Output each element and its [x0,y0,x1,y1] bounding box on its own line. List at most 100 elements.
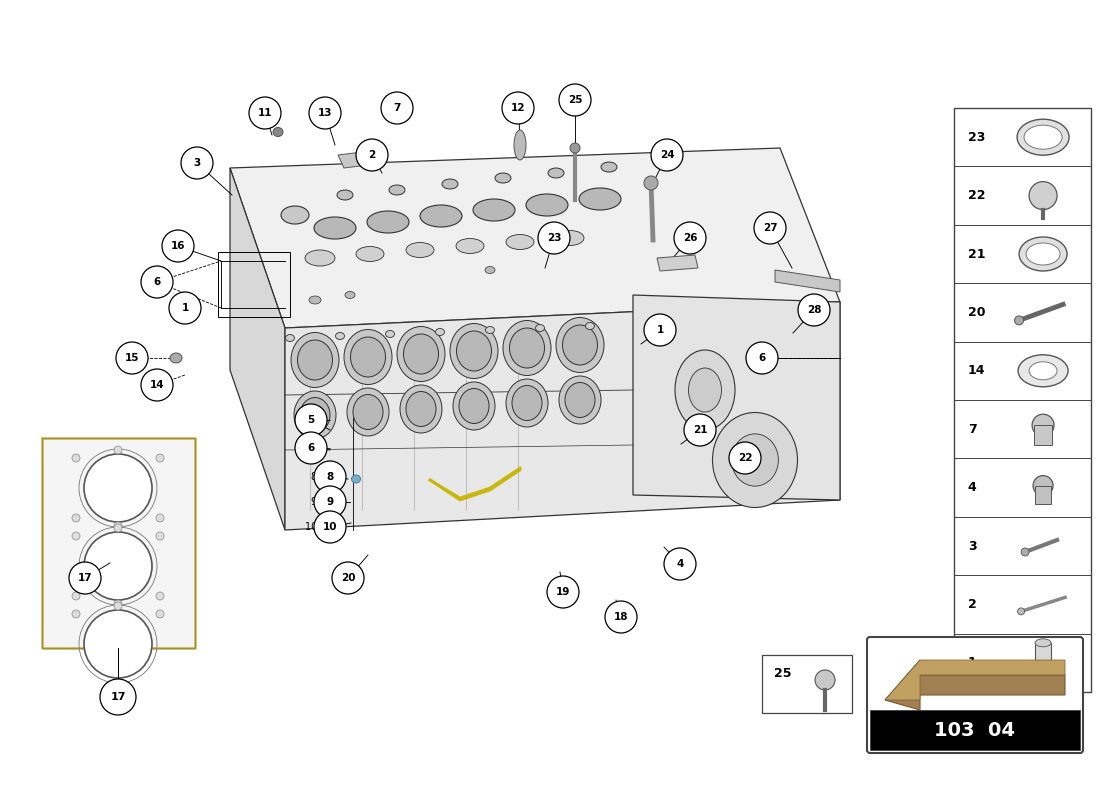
Circle shape [249,97,280,129]
Bar [1035,486,1052,504]
Text: a passion for cars... since 1985: a passion for cars... since 1985 [321,327,603,345]
Circle shape [605,601,637,633]
Ellipse shape [485,266,495,274]
Ellipse shape [675,350,735,430]
Polygon shape [657,255,698,271]
Ellipse shape [114,602,122,610]
Ellipse shape [1032,414,1054,436]
Circle shape [664,548,696,580]
Ellipse shape [1024,126,1063,149]
Ellipse shape [1026,243,1060,265]
Circle shape [309,97,341,129]
Text: 24: 24 [660,150,674,160]
Ellipse shape [400,385,442,433]
Text: 10: 10 [322,522,338,532]
Text: 23: 23 [968,130,986,144]
Ellipse shape [1018,119,1069,155]
Bar [762,655,852,713]
Text: 20: 20 [968,306,986,319]
Ellipse shape [351,337,385,377]
Circle shape [644,314,676,346]
Ellipse shape [72,532,80,540]
Polygon shape [42,438,195,648]
Ellipse shape [1030,182,1057,210]
Ellipse shape [114,522,122,530]
Ellipse shape [72,454,80,462]
Ellipse shape [442,179,458,189]
Polygon shape [632,295,840,500]
Circle shape [295,432,327,464]
Ellipse shape [732,434,779,486]
Ellipse shape [72,592,80,600]
Text: 103  04: 103 04 [935,721,1015,739]
Ellipse shape [114,446,122,454]
Text: 27: 27 [762,223,778,233]
Ellipse shape [337,190,353,200]
Ellipse shape [286,334,295,342]
Ellipse shape [459,389,490,423]
Circle shape [314,486,346,518]
Ellipse shape [170,353,182,363]
Bar [1034,426,1052,445]
Text: 6: 6 [758,353,766,363]
Text: 9 —: 9 — [311,497,330,507]
Ellipse shape [570,143,580,153]
Ellipse shape [420,205,462,227]
Ellipse shape [84,532,152,600]
Text: 5: 5 [307,415,315,425]
Ellipse shape [114,524,122,532]
Text: 8 —: 8 — [311,472,330,482]
Ellipse shape [84,454,152,522]
Polygon shape [285,302,840,530]
Ellipse shape [1030,362,1057,380]
Text: 3: 3 [194,158,200,168]
Circle shape [356,139,388,171]
Ellipse shape [367,211,409,233]
Ellipse shape [456,238,484,254]
Circle shape [754,212,786,244]
Ellipse shape [456,331,492,371]
Ellipse shape [450,323,498,378]
Circle shape [141,266,173,298]
Ellipse shape [156,532,164,540]
Ellipse shape [506,234,534,250]
Ellipse shape [473,199,515,221]
Ellipse shape [300,398,330,433]
Ellipse shape [389,185,405,195]
Bar [870,710,1080,750]
Ellipse shape [453,382,495,430]
Text: 17: 17 [78,573,92,583]
Ellipse shape [1021,548,1030,556]
Text: 12: 12 [510,103,526,113]
Text: 15: 15 [124,353,140,363]
Ellipse shape [156,454,164,462]
Text: 1: 1 [968,656,977,670]
Ellipse shape [1033,475,1053,495]
Circle shape [559,84,591,116]
Ellipse shape [345,291,355,298]
Text: 8: 8 [327,472,333,482]
Text: 22: 22 [738,453,752,463]
Ellipse shape [536,325,544,331]
Ellipse shape [556,230,584,246]
Ellipse shape [352,475,361,483]
Bar [218,252,290,317]
Text: 10 —: 10 — [305,522,330,532]
Circle shape [169,292,201,324]
Ellipse shape [353,394,383,430]
Ellipse shape [562,325,597,365]
Ellipse shape [297,340,332,380]
Circle shape [729,442,761,474]
Text: 14: 14 [968,364,986,378]
Text: 1: 1 [657,325,663,335]
Text: 20: 20 [341,573,355,583]
Text: 4: 4 [676,559,684,569]
Ellipse shape [1019,355,1068,387]
Ellipse shape [273,127,283,137]
Ellipse shape [72,514,80,522]
Ellipse shape [556,318,604,373]
Text: 28: 28 [806,305,822,315]
Circle shape [502,92,534,124]
Circle shape [162,230,194,262]
Polygon shape [776,270,840,292]
